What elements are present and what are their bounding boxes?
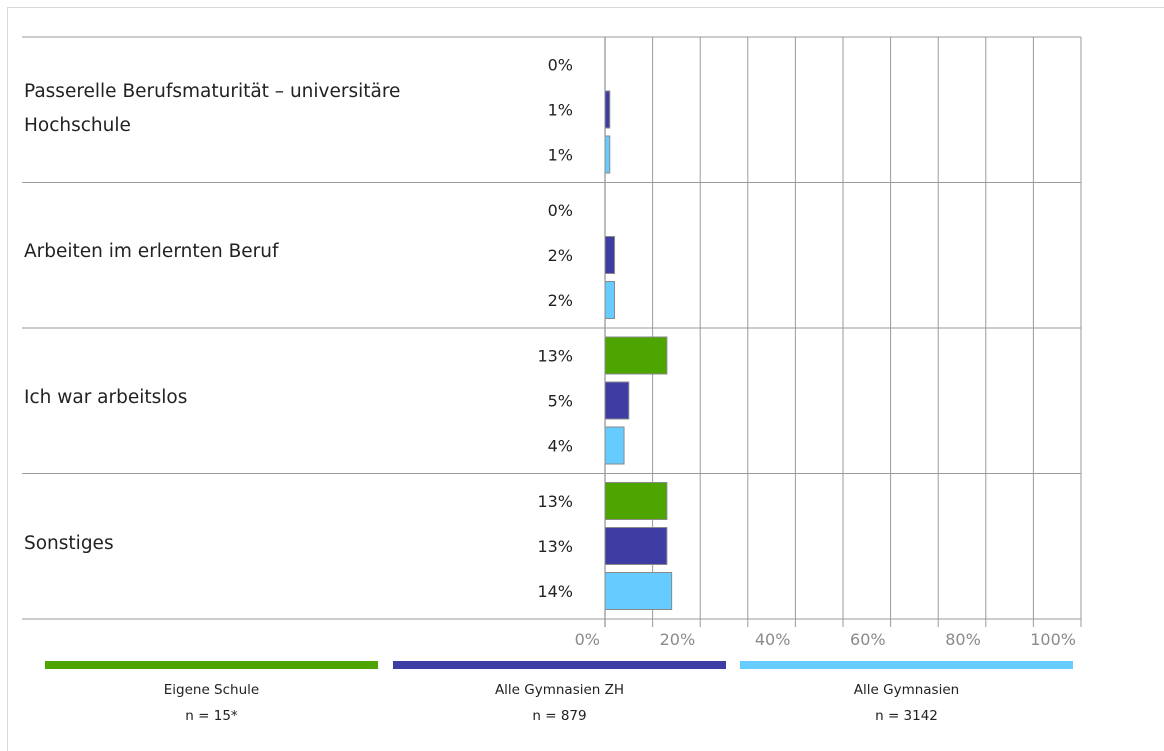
category-label: Passerelle Berufsmaturität – universitär…: [24, 75, 504, 143]
bar-value-label: 1%: [548, 146, 573, 165]
bar-value-label: 13%: [537, 492, 573, 511]
legend-sample-size: n = 879: [393, 707, 726, 725]
bar: [605, 573, 672, 610]
bar: [605, 483, 667, 520]
bar-value-label: 13%: [537, 347, 573, 366]
legend-swatch: [45, 661, 378, 669]
bar-value-label: 0%: [548, 56, 573, 75]
legend-item: Alle Gymnasien n = 3142: [740, 661, 1073, 725]
bar: [605, 528, 667, 565]
x-tick-label: 0%: [575, 630, 600, 649]
legend-sample-size: n = 3142: [740, 707, 1073, 725]
bar-value-label: 4%: [548, 437, 573, 456]
bar: [605, 136, 610, 173]
legend-swatch: [393, 661, 726, 669]
legend-sample-size: n = 15*: [45, 707, 378, 725]
bar-value-label: 5%: [548, 392, 573, 411]
bar: [605, 427, 624, 464]
bar-value-label: 2%: [548, 291, 573, 310]
bar: [605, 282, 615, 319]
bar-value-label: 2%: [548, 246, 573, 265]
bar-value-label: 1%: [548, 101, 573, 120]
bar: [605, 382, 629, 419]
category-label: Arbeiten im erlernten Beruf: [24, 235, 504, 269]
category-label: Ich war arbeitslos: [24, 381, 504, 415]
legend-series-name: Alle Gymnasien ZH: [393, 681, 726, 699]
legend-item: Alle Gymnasien ZH n = 879: [393, 661, 726, 725]
bar-value-label: 13%: [537, 537, 573, 556]
bar: [605, 91, 610, 128]
bar: [605, 337, 667, 374]
x-tick-label: 100%: [1030, 630, 1076, 649]
x-tick-label: 80%: [945, 630, 981, 649]
bar-value-label: 14%: [537, 582, 573, 601]
legend-swatch: [740, 661, 1073, 669]
x-tick-label: 40%: [755, 630, 791, 649]
x-tick-label: 60%: [850, 630, 886, 649]
legend-series-name: Eigene Schule: [45, 681, 378, 699]
legend-series-name: Alle Gymnasien: [740, 681, 1073, 699]
x-tick-label: 20%: [660, 630, 696, 649]
legend-item: Eigene Schule n = 15*: [45, 661, 378, 725]
bar-value-label: 0%: [548, 201, 573, 220]
bar: [605, 237, 615, 274]
category-label: Sonstiges: [24, 527, 504, 561]
